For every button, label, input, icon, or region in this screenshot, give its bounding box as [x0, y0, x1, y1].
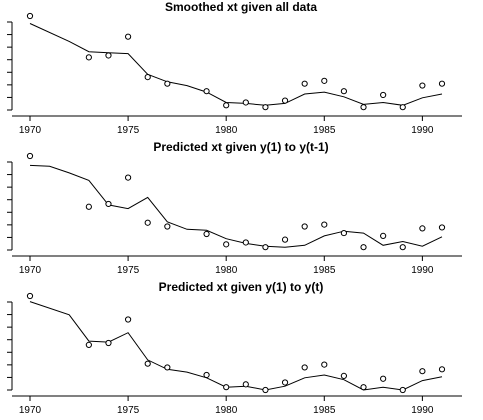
data-point	[164, 223, 171, 230]
x-tick-label: 1970	[19, 405, 42, 416]
data-point	[380, 375, 387, 382]
data-point	[223, 241, 230, 248]
data-point	[203, 88, 210, 95]
chart-title: Predicted xt given y(1) to y(t-1)	[153, 140, 328, 154]
x-tick-label: 1985	[313, 265, 336, 276]
data-point	[242, 99, 249, 106]
data-point	[360, 384, 367, 391]
data-point	[203, 371, 210, 379]
data-point	[340, 372, 348, 379]
chart-title: Predicted xt given y(1) to y(t)	[159, 280, 324, 294]
data-point	[321, 77, 328, 84]
data-point	[26, 152, 34, 160]
data-point	[26, 292, 34, 300]
data-point	[203, 230, 210, 238]
data-point	[281, 97, 289, 104]
data-point	[242, 239, 249, 246]
data-point	[164, 364, 171, 371]
data-point	[281, 379, 289, 386]
chart-panel-3: Predicted xt given y(1) to y(t) 1970 1975 1…	[7, 280, 462, 416]
data-point	[85, 203, 92, 210]
data-point	[399, 244, 406, 251]
data-point	[399, 386, 406, 394]
data-point	[301, 364, 308, 371]
data-point	[340, 88, 348, 95]
x-tick-label: 1980	[215, 265, 238, 276]
data-point	[438, 224, 446, 231]
x-tick-label: 1970	[19, 265, 42, 276]
chart-title: Smoothed xt given all data	[165, 0, 317, 14]
data-point	[262, 386, 269, 394]
data-point	[399, 104, 406, 111]
data-point	[223, 384, 230, 391]
x-tick-label: 1985	[313, 405, 336, 416]
x-tick-label: 1975	[117, 265, 140, 276]
data-point	[124, 33, 132, 40]
data-point	[85, 341, 92, 348]
data-point	[105, 200, 112, 208]
data-point	[419, 225, 426, 232]
data-point	[340, 229, 348, 237]
x-tick-label: 1975	[117, 125, 140, 136]
data-point	[301, 80, 308, 87]
data-point	[144, 74, 151, 81]
data-point	[380, 232, 387, 239]
data-point	[419, 82, 426, 89]
data-point	[281, 236, 289, 243]
x-tick-label: 1975	[117, 405, 140, 416]
data-point	[321, 361, 328, 368]
data-point	[124, 316, 132, 323]
x-tick-label: 1980	[215, 125, 238, 136]
data-point	[144, 219, 151, 226]
chart-panel-1: Smoothed xt given all data 1970 1975 1980 19…	[7, 0, 462, 136]
x-tick-label: 1970	[19, 125, 42, 136]
data-point	[105, 52, 112, 59]
data-point	[144, 360, 151, 367]
data-point	[164, 80, 171, 87]
data-point	[419, 368, 426, 375]
chart-panel-2: Predicted xt given y(1) to y(t-1) 1970 197…	[7, 140, 462, 276]
data-point	[26, 12, 34, 20]
x-tick-label: 1990	[411, 125, 434, 136]
data-point	[223, 102, 230, 109]
data-point	[360, 244, 367, 251]
series-line	[29, 23, 443, 106]
x-tick-label: 1990	[411, 265, 434, 276]
data-point	[124, 174, 132, 181]
data-point	[262, 104, 269, 111]
series-line	[29, 164, 443, 248]
data-point	[360, 104, 367, 111]
data-point	[262, 244, 269, 251]
x-tick-label: 1990	[411, 405, 434, 416]
data-point	[438, 80, 446, 87]
data-point	[301, 223, 308, 230]
data-point	[85, 54, 92, 61]
data-point	[380, 91, 387, 99]
data-point	[438, 366, 446, 373]
data-point	[105, 339, 112, 347]
data-point	[242, 381, 249, 388]
x-tick-label: 1980	[215, 405, 238, 416]
data-point	[321, 221, 328, 228]
x-tick-label: 1985	[313, 125, 336, 136]
